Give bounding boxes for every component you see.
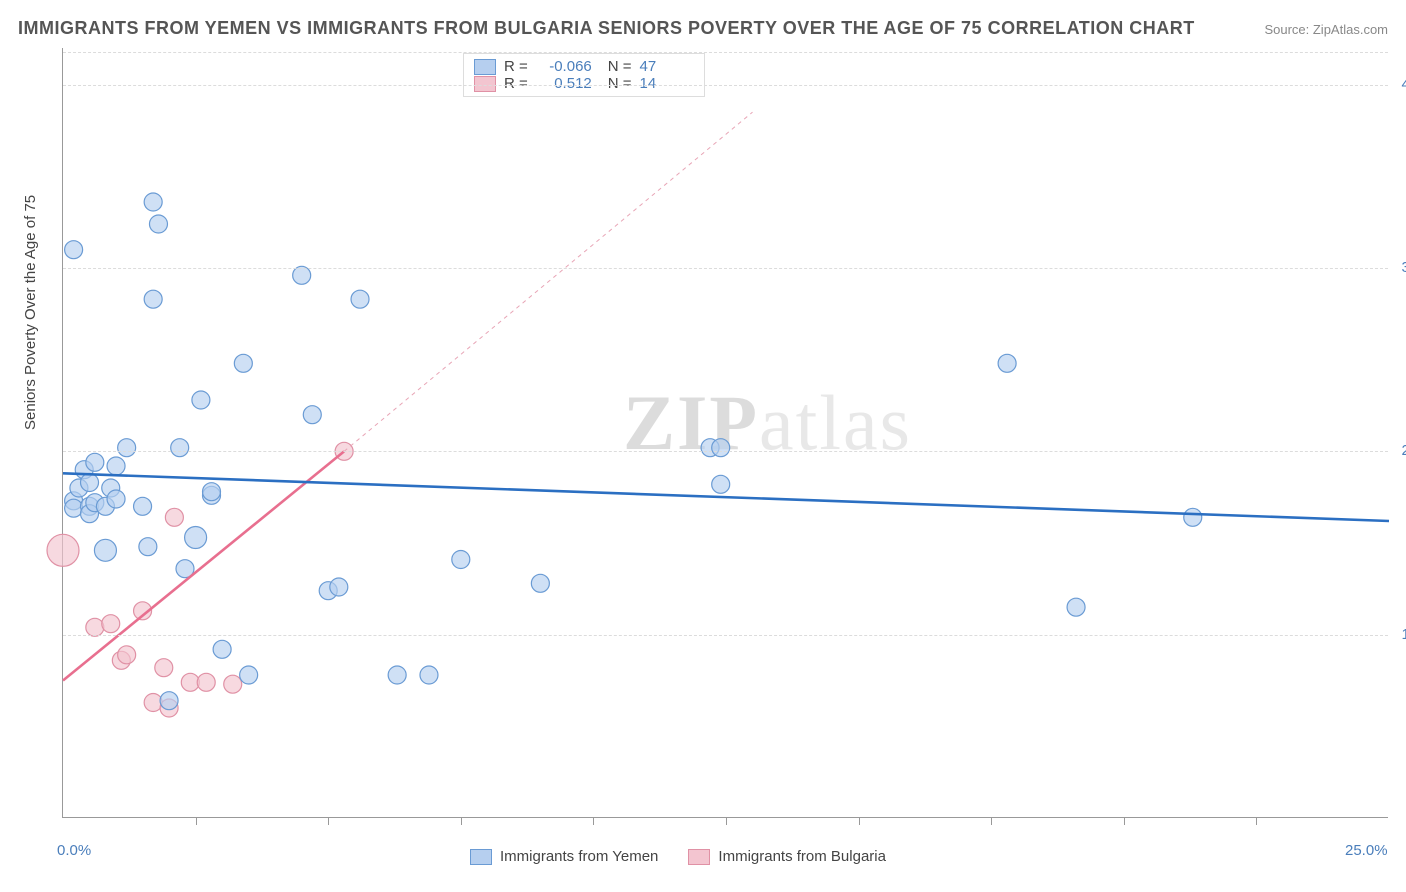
x-tick-label: 25.0%: [1345, 842, 1388, 859]
data-point: [293, 266, 311, 284]
data-point: [65, 499, 83, 517]
swatch-bulgaria: [688, 849, 710, 865]
x-tick-label: 0.0%: [57, 842, 91, 859]
data-point: [149, 215, 167, 233]
grid-line: [63, 268, 1388, 269]
data-point: [388, 666, 406, 684]
data-point: [303, 406, 321, 424]
data-point: [185, 527, 207, 549]
data-point: [47, 534, 79, 566]
data-point: [118, 646, 136, 664]
y-tick-label: 30.0%: [1401, 259, 1406, 276]
grid-line: [63, 635, 1388, 636]
data-point: [197, 673, 215, 691]
data-point: [224, 675, 242, 693]
data-point: [94, 539, 116, 561]
x-tick: [859, 817, 860, 825]
x-tick: [1124, 817, 1125, 825]
grid-line: [63, 85, 1388, 86]
data-point: [144, 694, 162, 712]
legend-row-yemen: R = -0.066 N = 47: [474, 58, 694, 75]
x-tick: [726, 817, 727, 825]
grid-line: [63, 52, 1388, 53]
chart-title: IMMIGRANTS FROM YEMEN VS IMMIGRANTS FROM…: [18, 18, 1195, 39]
data-point: [165, 508, 183, 526]
data-point: [1184, 508, 1202, 526]
data-point: [86, 618, 104, 636]
x-tick: [328, 817, 329, 825]
y-tick-label: 40.0%: [1401, 76, 1406, 93]
x-tick: [461, 817, 462, 825]
swatch-bulgaria: [474, 76, 496, 92]
data-point: [420, 666, 438, 684]
legend-label-bulgaria: Immigrants from Bulgaria: [718, 848, 886, 865]
data-point: [107, 490, 125, 508]
legend-series: Immigrants from Yemen Immigrants from Bu…: [470, 848, 886, 865]
y-tick-label: 20.0%: [1401, 442, 1406, 459]
data-point: [139, 538, 157, 556]
plot-area: ZIPatlas R = -0.066 N = 47 R = 0.512 N =…: [62, 48, 1388, 818]
data-point: [81, 474, 99, 492]
n-label: N =: [608, 58, 632, 75]
data-point: [144, 193, 162, 211]
legend-label-yemen: Immigrants from Yemen: [500, 848, 658, 865]
swatch-yemen: [474, 59, 496, 75]
data-point: [134, 497, 152, 515]
n-value-yemen: 47: [640, 58, 657, 75]
y-axis-label: Seniors Poverty Over the Age of 75: [22, 195, 39, 430]
data-point: [181, 673, 199, 691]
legend-correlation: R = -0.066 N = 47 R = 0.512 N = 14: [463, 53, 705, 97]
data-point: [712, 475, 730, 493]
data-point: [192, 391, 210, 409]
chart-svg: [63, 48, 1388, 817]
data-point: [234, 354, 252, 372]
x-tick: [1256, 817, 1257, 825]
data-point: [452, 551, 470, 569]
data-point: [998, 354, 1016, 372]
n-label: N =: [608, 75, 632, 92]
legend-row-bulgaria: R = 0.512 N = 14: [474, 75, 694, 92]
legend-item-yemen: Immigrants from Yemen: [470, 848, 658, 865]
grid-line: [63, 451, 1388, 452]
data-point: [171, 439, 189, 457]
data-point: [203, 483, 221, 501]
data-point: [118, 439, 136, 457]
data-point: [160, 692, 178, 710]
data-point: [102, 615, 120, 633]
r-value-bulgaria: 0.512: [536, 75, 592, 92]
r-label: R =: [504, 75, 528, 92]
data-point: [107, 457, 125, 475]
r-value-yemen: -0.066: [536, 58, 592, 75]
r-label: R =: [504, 58, 528, 75]
x-tick: [196, 817, 197, 825]
x-tick: [991, 817, 992, 825]
data-point: [531, 574, 549, 592]
data-point: [213, 640, 231, 658]
data-point: [351, 290, 369, 308]
data-point: [65, 241, 83, 259]
data-point: [240, 666, 258, 684]
trend-line: [344, 112, 752, 451]
swatch-yemen: [470, 849, 492, 865]
data-point: [86, 453, 104, 471]
data-point: [144, 290, 162, 308]
source-attribution: Source: ZipAtlas.com: [1264, 22, 1388, 37]
n-value-bulgaria: 14: [640, 75, 657, 92]
x-tick: [593, 817, 594, 825]
data-point: [155, 659, 173, 677]
legend-item-bulgaria: Immigrants from Bulgaria: [688, 848, 886, 865]
data-point: [1067, 598, 1085, 616]
y-tick-label: 10.0%: [1401, 626, 1406, 643]
data-point: [330, 578, 348, 596]
data-point: [712, 439, 730, 457]
